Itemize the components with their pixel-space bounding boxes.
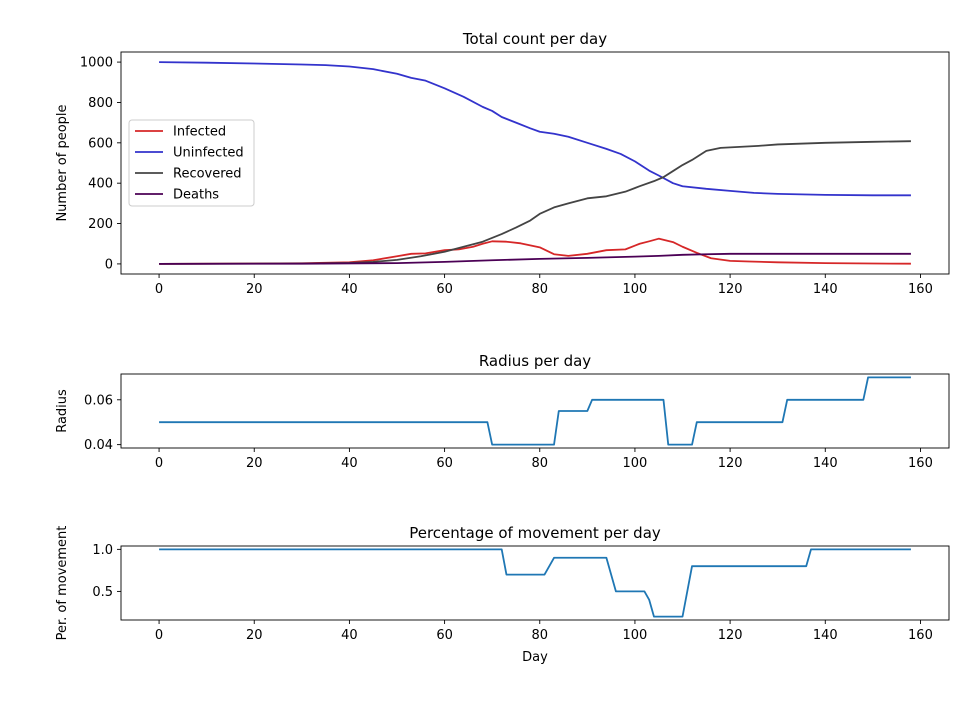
x-tick-label: 80 (531, 628, 548, 643)
series-line-uninfected (159, 61, 911, 197)
x-tick-label: 100 (623, 456, 648, 471)
y-tick-label: 0.04 (84, 438, 113, 453)
x-tick-label: 160 (908, 456, 933, 471)
series-line-value (159, 548, 911, 618)
y-axis-label: Radius (55, 389, 70, 433)
x-tick-label: 120 (718, 282, 743, 297)
x-tick-label: 0 (155, 456, 163, 471)
legend-box (128, 119, 255, 207)
y-tick-label: 200 (88, 217, 113, 232)
x-tick-label: 0 (155, 282, 163, 297)
x-tick-label: 160 (908, 282, 933, 297)
legend-entry: Deaths (173, 188, 219, 203)
y-tick-label: 800 (88, 96, 113, 111)
x-tick-label: 140 (813, 628, 838, 643)
y-tick-label: 400 (88, 177, 113, 192)
chart-panel-3: Percentage of movement per day 0 20 40 60 80 1… (55, 524, 950, 665)
x-tick-label: 100 (623, 282, 648, 297)
series-line-infected (159, 237, 911, 265)
chart-panel-1: Total count per day 0 20 40 60 80 100 120 140 160… (55, 30, 950, 297)
x-axis-label: Day (522, 650, 548, 665)
chart-title: Total count per day (462, 30, 607, 48)
chart-panel-2: Radius per day 0 20 40 60 80 100 120 140 160 0.04 0… (55, 352, 950, 471)
x-tick-label: 80 (531, 282, 548, 297)
x-tick-label: 20 (246, 628, 263, 643)
y-tick-label: 0.06 (84, 393, 113, 408)
y-tick-label: 0.5 (92, 585, 113, 600)
x-tick-label: 60 (436, 282, 453, 297)
x-tick-label: 80 (531, 456, 548, 471)
x-tick-label: 40 (341, 282, 358, 297)
series-line-recovered (159, 140, 911, 265)
y-tick-label: 600 (88, 136, 113, 151)
chart-title: Percentage of movement per day (409, 524, 661, 542)
x-tick-label: 120 (718, 456, 743, 471)
legend-entry: Recovered (173, 167, 242, 182)
y-tick-label: 1000 (80, 56, 113, 71)
y-tick-label: 1.0 (92, 543, 113, 558)
legend-entry: Uninfected (173, 146, 244, 161)
series-line-deaths (159, 252, 911, 265)
y-axis-label: Per. of movement (55, 526, 70, 641)
y-tick-label: 0 (105, 257, 113, 272)
axes-frame (120, 51, 950, 275)
series-line-value (159, 376, 911, 446)
axes-frame (120, 373, 950, 449)
x-tick-label: 60 (436, 456, 453, 471)
y-axis-label: Number of people (55, 104, 70, 221)
x-tick-label: 140 (813, 282, 838, 297)
legend-entry: Infected (173, 125, 226, 140)
legend: Infected Uninfected Recovered Deaths (128, 119, 255, 207)
x-tick-label: 60 (436, 628, 453, 643)
x-tick-label: 140 (813, 456, 838, 471)
axes-frame (120, 545, 950, 621)
x-tick-label: 120 (718, 628, 743, 643)
x-tick-label: 40 (341, 628, 358, 643)
x-tick-label: 0 (155, 628, 163, 643)
chart-title: Radius per day (479, 352, 591, 370)
x-tick-label: 100 (623, 628, 648, 643)
x-tick-label: 20 (246, 456, 263, 471)
x-tick-label: 160 (908, 628, 933, 643)
x-tick-label: 20 (246, 282, 263, 297)
x-tick-label: 40 (341, 456, 358, 471)
